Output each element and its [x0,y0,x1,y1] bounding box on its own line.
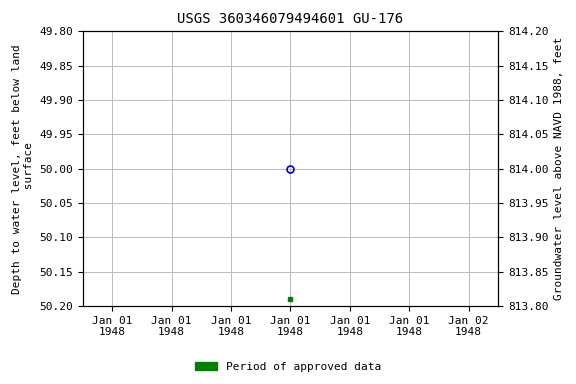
Y-axis label: Depth to water level, feet below land
 surface: Depth to water level, feet below land su… [12,44,33,294]
Legend: Period of approved data: Period of approved data [191,358,385,377]
Title: USGS 360346079494601 GU-176: USGS 360346079494601 GU-176 [177,12,403,26]
Y-axis label: Groundwater level above NAVD 1988, feet: Groundwater level above NAVD 1988, feet [554,37,564,300]
